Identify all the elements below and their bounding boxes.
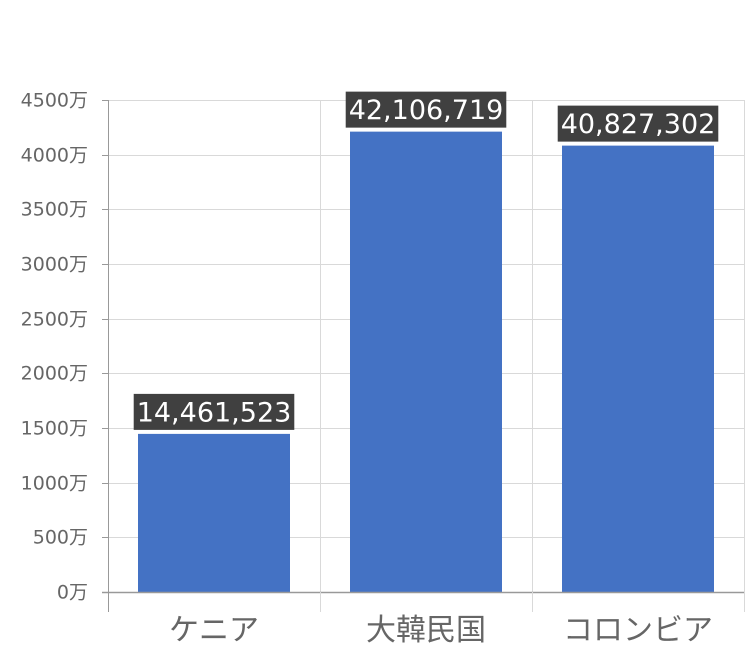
y-tick-label: 4000万 [21, 145, 88, 167]
axes [102, 100, 745, 612]
y-tick-label: 500万 [33, 527, 88, 549]
data-label-background [133, 393, 295, 430]
data-labels: 14,461,523 42,106,719 40,827,302 [133, 91, 719, 430]
y-tick-label: 3500万 [21, 199, 88, 221]
x-axis-ticks: ケニア 大韓民国 コロンビア [169, 613, 713, 648]
data-label: 40,827,302 [561, 109, 716, 140]
y-tick-label: 0万 [57, 582, 88, 604]
x-tick-label: ケニア [169, 613, 259, 648]
data-label-background [345, 91, 507, 128]
y-tick-label: 1500万 [21, 418, 88, 440]
bar [350, 131, 502, 592]
data-label-background [557, 105, 719, 142]
data-label: 42,106,719 [349, 95, 504, 126]
x-tick-label: 大韓民国 [366, 613, 486, 648]
data-label: 14,461,523 [137, 397, 292, 428]
bar [562, 145, 714, 592]
y-tick-label: 4500万 [21, 90, 88, 112]
x-tick-label: コロンビア [563, 613, 713, 648]
bar [138, 433, 290, 592]
y-tick-label: 2500万 [21, 309, 88, 331]
y-tick-label: 3000万 [21, 254, 88, 276]
y-axis-ticks: 0万 500万 1000万 1500万 2000万 2500万 3000万 3500万 4000… [21, 90, 108, 604]
y-tick-label: 2000万 [21, 363, 88, 385]
y-tick-label: 1000万 [21, 473, 88, 495]
bars [138, 131, 714, 592]
